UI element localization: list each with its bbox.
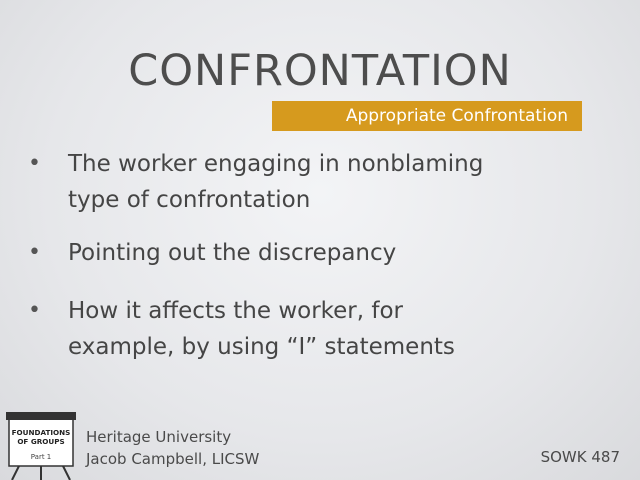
bullet-text-line: The worker engaging in nonblaming [68, 151, 484, 177]
foundations-of-groups-logo: FOUNDATIONS OF GROUPS Part 1 [6, 412, 76, 480]
bullet-text-line: How it affects the worker, for [68, 298, 404, 324]
bullet-item: • The worker engaging in nonblaming type… [28, 146, 508, 218]
subtitle-text: Appropriate Confrontation [345, 106, 568, 126]
logo-part: Part 1 [31, 453, 52, 461]
footer-institution: Heritage University [86, 428, 232, 446]
bullet-dot: • [28, 240, 41, 265]
logo-line-1: FOUNDATIONS [12, 428, 71, 437]
bullet-item: • Pointing out the discrepancy [28, 235, 508, 271]
bullet-text-line: example, by using “I” statements [68, 334, 455, 360]
bullet-list: • The worker engaging in nonblaming type… [28, 146, 508, 365]
footer-presenter: Jacob Campbell, LICSW [86, 450, 260, 468]
bullet-item: • How it affects the worker, for example… [28, 293, 508, 365]
bullet-text-line: type of confrontation [68, 187, 311, 213]
slide-title: CONFRONTATION [128, 46, 512, 96]
bullet-dot: • [28, 151, 41, 176]
footer-course-code: SOWK 487 [540, 448, 620, 466]
subtitle-banner: Appropriate Confrontation [272, 101, 582, 131]
logo-line-2: OF GROUPS [17, 437, 64, 446]
bullet-dot: • [28, 298, 41, 323]
bullet-text-line: Pointing out the discrepancy [68, 240, 397, 266]
